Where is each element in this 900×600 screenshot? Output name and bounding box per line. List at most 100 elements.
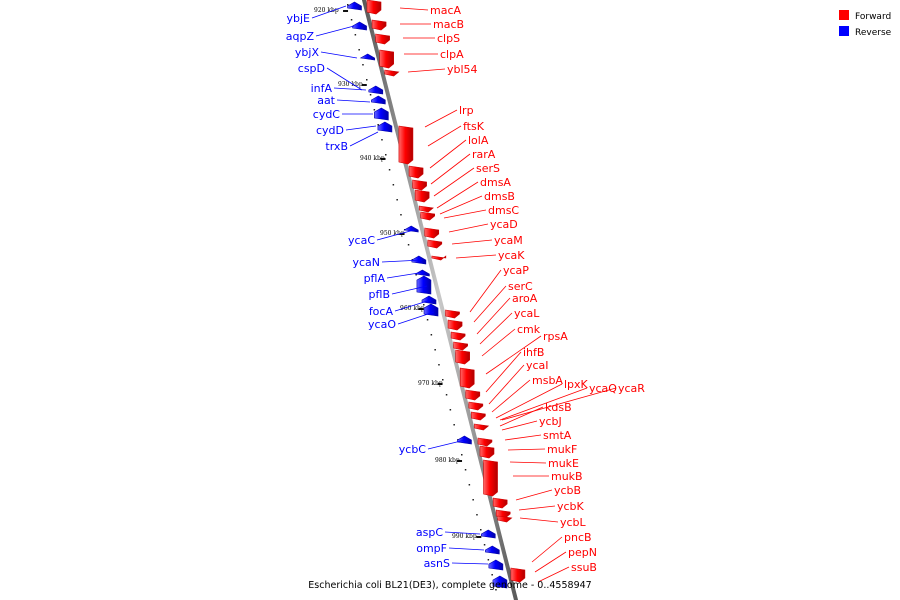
forward-gene-arrow: [398, 125, 414, 165]
tick-mark: [468, 484, 471, 486]
forward-gene-arrow: [408, 165, 424, 179]
kbp-label: 950 kbp: [380, 230, 405, 237]
forward-gene-arrow: [379, 49, 394, 69]
major-tick: [476, 536, 482, 538]
forward-gene-leader: [476, 297, 511, 335]
forward-gene-leader: [479, 312, 513, 345]
forward-gene-arrow: [471, 411, 486, 421]
forward-gene-leader: [501, 387, 617, 421]
forward-gene-label: macA: [430, 4, 462, 17]
forward-gene-leader: [531, 536, 563, 563]
kbp-labels: 920 kbp 930 kbp 940 kbp 950 kbp 960 kbp …: [314, 7, 477, 540]
reverse-gene-leader: [386, 271, 426, 279]
reverse-gene-label: focA: [369, 305, 394, 318]
reverse-gene-leader: [336, 99, 371, 103]
forward-gene-label: aroA: [512, 292, 538, 305]
tick-mark: [476, 514, 478, 516]
forward-gene-leader: [507, 448, 546, 451]
forward-gene-label: ycbJ: [539, 415, 562, 428]
forward-gene-label: ycbK: [557, 500, 585, 513]
forward-gene-arrow: [412, 179, 427, 191]
reverse-gene-leader: [326, 67, 363, 91]
forward-gene-label: mukF: [547, 443, 577, 456]
forward-gene-leader: [491, 379, 531, 413]
tick-mark: [480, 529, 482, 531]
forward-gene-leader: [504, 434, 542, 441]
tick-mark: [445, 394, 448, 396]
forward-gene-arrow: [424, 227, 440, 239]
forward-gene-arrow: [455, 349, 470, 365]
reverse-gene-leader: [397, 311, 435, 325]
tick-mark: [385, 154, 387, 156]
forward-gene-label: pepN: [568, 546, 597, 559]
reverse-gene-arrow: [492, 575, 508, 589]
kbp-label: 930 kbp: [338, 81, 363, 88]
major-tick: [361, 84, 367, 86]
forward-gene-label: clpS: [437, 32, 460, 45]
forward-gene-arrow: [414, 189, 430, 203]
genome-caption: Escherichia coli BL21(DE3), complete gen…: [308, 580, 591, 591]
forward-gene-arrow: [445, 309, 460, 319]
forward-gene-leader: [433, 167, 475, 197]
forward-gene-leader: [537, 566, 570, 583]
kbp-label: 970 kbp: [418, 380, 443, 387]
forward-gene-leader: [518, 505, 556, 511]
forward-gene-arrow: [483, 459, 498, 497]
tick-mark: [407, 244, 410, 246]
genome-axis: [362, 0, 518, 600]
forward-genes: [366, 0, 526, 583]
reverse-gene-label: infA: [311, 82, 333, 95]
forward-gene-arrow: [371, 19, 387, 31]
reverse-gene-label: aspC: [416, 526, 443, 539]
tick-mark: [426, 319, 429, 321]
forward-gene-label: ycaP: [503, 264, 529, 277]
forward-gene-arrow: [459, 367, 475, 389]
reverse-gene-arrow: [421, 295, 437, 305]
forward-gene-label: ycaL: [514, 307, 540, 320]
forward-gene-leader: [534, 551, 567, 573]
tick-mark: [366, 79, 368, 81]
tick-mark: [396, 199, 398, 201]
reverse-gene-leader: [427, 439, 466, 450]
forward-gene-label: ycaK: [498, 249, 525, 262]
forward-gene-arrow: [447, 319, 463, 331]
tick-mark: [373, 109, 376, 111]
tick-mark: [461, 454, 463, 456]
forward-gene-arrow: [427, 239, 443, 249]
reverse-gene-leader: [349, 131, 379, 147]
tick-mark: [400, 214, 402, 216]
forward-gene-arrow: [510, 567, 526, 583]
forward-gene-leader: [439, 195, 483, 215]
forward-gene-label: ycaR: [618, 382, 645, 395]
reverse-gene-arrow: [352, 21, 367, 31]
tick-mark: [449, 409, 452, 411]
tick-mark: [350, 19, 353, 21]
forward-gene-label: ycbB: [554, 484, 581, 497]
reverse-gene-leader: [311, 5, 347, 19]
tick-mark: [369, 94, 372, 96]
forward-gene-label: rpsA: [543, 330, 568, 343]
forward-gene-label: ihfB: [523, 346, 544, 359]
forward-gene-leader: [399, 7, 429, 11]
forward-gene-leader: [485, 335, 542, 375]
reverse-gene-label: aat: [317, 94, 335, 107]
forward-gene-leader: [429, 139, 467, 169]
tick-mark: [442, 379, 444, 381]
forward-gene-arrow: [450, 331, 466, 341]
reverse-gene-label: ompF: [416, 542, 447, 555]
forward-gene-label: serS: [476, 162, 500, 175]
reverse-gene-label: cydC: [313, 108, 341, 121]
forward-gene-label: clpA: [440, 48, 464, 61]
tick-mark: [491, 574, 493, 576]
reverse-gene-label: ybjE: [287, 12, 311, 25]
reverse-gene-label: cspD: [298, 62, 325, 75]
reverse-gene-label: ycaN: [352, 256, 380, 269]
reverse-gene-leader: [381, 259, 423, 263]
forward-gene-label: ycaI: [526, 359, 549, 372]
forward-gene-label: ybl54: [447, 63, 478, 76]
tick-mark: [347, 4, 349, 6]
tick-mark: [381, 139, 383, 141]
reverse-gene-label: ycaC: [348, 234, 375, 247]
forward-gene-leader: [495, 383, 563, 419]
